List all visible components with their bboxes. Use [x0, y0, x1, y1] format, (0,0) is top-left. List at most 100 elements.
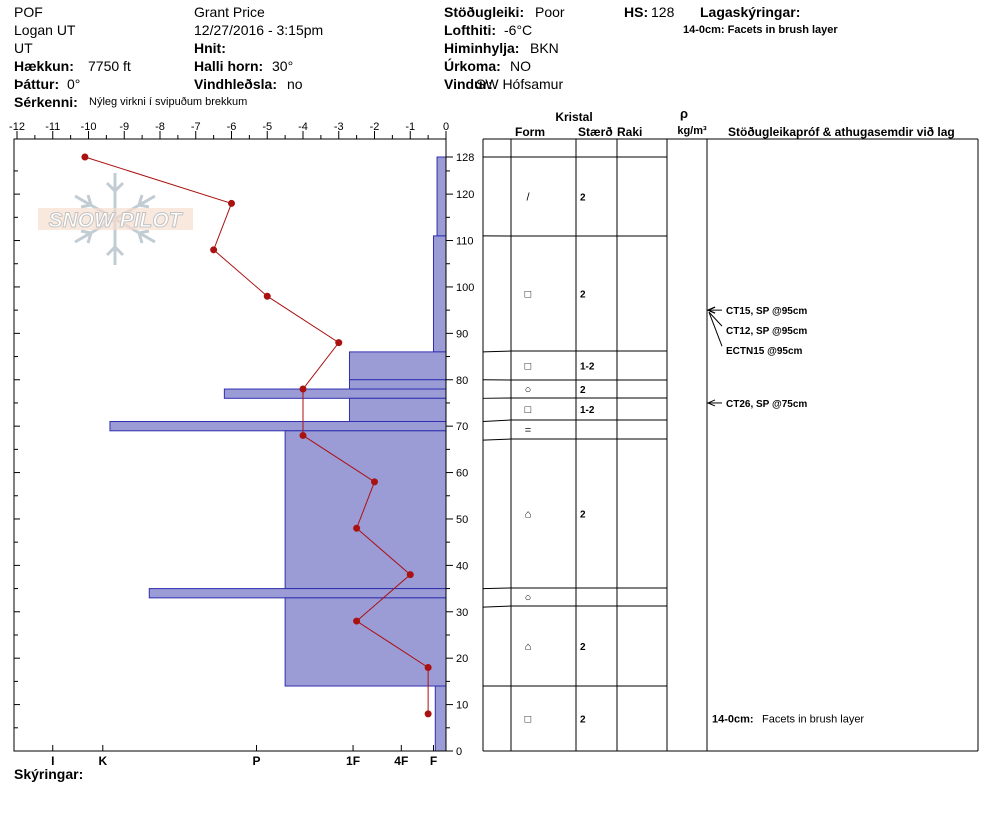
header-label: Himinhylja: — [444, 40, 520, 56]
temperature-axis: -12 -11 -10 -9 -8 -7 -6 -5 -4 -3 -2 -1 0 — [9, 121, 449, 139]
hardness-bar — [348, 397, 447, 423]
col-tests: Stöðugleikapróf & athugasemdir við lag — [728, 125, 955, 139]
temp-point — [406, 571, 414, 579]
layer-size: 2 — [580, 290, 586, 301]
temp-tick-label: -7 — [191, 121, 201, 133]
temp-point — [424, 663, 432, 671]
hardness-label: K — [98, 754, 107, 768]
col-size: Stærð — [578, 125, 613, 139]
temp-point — [228, 199, 235, 207]
col-kristal: Kristal — [555, 110, 592, 124]
test-pointer — [708, 311, 723, 347]
temp-tick-label: -10 — [81, 121, 97, 133]
features-value: Nýleg virkni í svipuðum brekkum — [89, 96, 248, 108]
header-value: Grant Price — [194, 4, 265, 20]
temp-point — [335, 339, 343, 347]
layer-connector — [482, 350, 512, 353]
hs-value: 128 — [651, 4, 675, 20]
height-tick-label: 50 — [456, 514, 468, 526]
hardness-bar — [348, 379, 447, 390]
test-label: CT12, SP @95cm — [726, 326, 807, 337]
height-tick-label: 100 — [456, 282, 474, 294]
temp-point — [299, 431, 307, 439]
layer-size: 2 — [580, 715, 586, 726]
layer-size: 1-2 — [580, 362, 595, 373]
header-value: no — [287, 76, 303, 92]
temp-point — [353, 524, 361, 532]
temp-tick-label: -3 — [334, 121, 344, 133]
hardness-axis: I K P 1F 4F F — [51, 745, 437, 768]
layer-form: □ — [525, 361, 532, 373]
hardness-label: 1F — [346, 754, 360, 768]
header-value: 0° — [67, 76, 81, 92]
temp-tick-label: -12 — [9, 121, 25, 133]
temp-tick-label: -4 — [298, 121, 308, 133]
hardness-bar — [436, 156, 447, 237]
height-tick-label: 10 — [456, 700, 468, 712]
height-tick-label: 90 — [456, 328, 468, 340]
features-label: Sérkenni: — [14, 94, 78, 110]
height-tick-label: 20 — [456, 653, 468, 665]
header-label: Stöðugleiki: — [444, 4, 525, 20]
stability-tests: CT15, SP @95cm CT12, SP @95cm ECTN15 @95cm… — [706, 306, 864, 726]
layer-connector — [482, 587, 512, 590]
layer-comment-text: Facets in brush layer — [762, 714, 864, 726]
hardness-bar — [223, 388, 447, 399]
header-value: POF — [14, 4, 43, 20]
height-tick-label: 128 — [456, 152, 474, 164]
header-label: Vindhleðsla: — [194, 76, 277, 92]
temp-point — [81, 153, 89, 161]
temp-tick-label: -9 — [119, 121, 129, 133]
test-pointer — [708, 311, 723, 327]
col-form: Form — [515, 125, 545, 139]
logo-text: SNOW PILOT — [49, 209, 184, 232]
layer-connector — [482, 605, 512, 608]
header-value: Logan UT — [14, 22, 76, 38]
header-value: 12/27/2016 - 3:15pm — [194, 22, 324, 38]
height-tick-label: 60 — [456, 468, 468, 480]
height-tick-label: 0 — [456, 746, 462, 758]
layer-size: 2 — [580, 193, 586, 204]
hardness-label: P — [253, 754, 261, 768]
temp-tick-label: -1 — [405, 121, 415, 133]
col-density: ρ — [680, 106, 688, 121]
layer-form: ○ — [525, 592, 532, 604]
hardness-bar — [434, 685, 447, 752]
col-density-unit: kg/m³ — [677, 125, 707, 137]
header-value: 30° — [272, 58, 294, 74]
hardness-label: F — [430, 754, 437, 768]
height-tick-label: 110 — [456, 236, 474, 248]
header-value: NO — [510, 58, 531, 74]
temp-tick-label: -11 — [45, 121, 60, 133]
temp-tick-label: -5 — [262, 121, 272, 133]
hardness-bar — [148, 588, 447, 599]
layer-form: ⌂ — [525, 509, 532, 521]
col-moisture: Raki — [617, 125, 642, 139]
layer-size: 2 — [580, 385, 586, 396]
height-axis: 0 10 20 30 40 50 60 70 80 90 100 110 120 128 — [14, 139, 474, 758]
height-tick-label: 30 — [456, 607, 468, 619]
layer-notes-text: 14-0cm: Facets in brush layer — [683, 24, 838, 36]
header-label: Lofthiti: — [444, 22, 497, 38]
layer-table: Kristal Form Stærð Raki ρ kg/m³ Stöðugleikapró… — [482, 106, 979, 752]
test-label: CT26, SP @75cm — [726, 399, 807, 410]
temp-point — [353, 617, 361, 625]
layer-form: □ — [525, 289, 532, 301]
temp-point — [424, 710, 432, 718]
hardness-bars — [109, 156, 447, 752]
header-label: Halli horn: — [194, 58, 264, 74]
hardness-bar — [348, 351, 447, 381]
temperature-profile — [81, 153, 432, 718]
snowpilot-logo: SNOW PILOT — [38, 173, 193, 265]
temp-tick-label: -6 — [227, 121, 237, 133]
temp-tick-label: -8 — [155, 121, 165, 133]
hardness-bar — [284, 430, 447, 590]
arrow-icon — [706, 399, 716, 407]
footer-notes-label: Skýringar: — [14, 766, 84, 782]
layer-form: ○ — [525, 384, 532, 396]
layer-connector — [482, 419, 512, 423]
layer-comment-label: 14-0cm: — [712, 714, 754, 726]
height-tick-label: 70 — [456, 421, 468, 433]
header-value: -6°C — [504, 22, 533, 38]
